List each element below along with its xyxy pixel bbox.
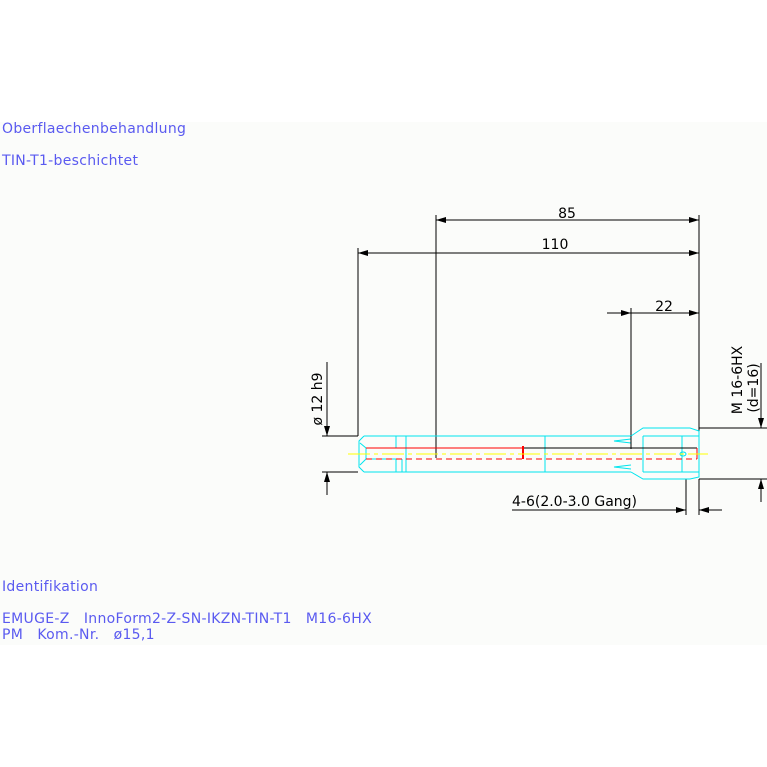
- dim-chamfer: 4-6(2.0-3.0 Gang): [512, 494, 637, 510]
- dimension-lines: [322, 215, 767, 515]
- dim-22: 22: [655, 299, 673, 315]
- dim-85: 85: [558, 206, 576, 222]
- surface-heading: Oberflaechenbehandlung: [2, 121, 187, 137]
- drawing-sheet: [0, 122, 767, 645]
- hidden-lines: [366, 436, 698, 460]
- surface-value: TIN-T1-beschichtet: [2, 153, 139, 169]
- dim-thread-d: (d=16): [746, 363, 762, 412]
- ident-line-2: PM Kom.-Nr. ø15,1: [2, 627, 155, 643]
- ident-heading: Identifikation: [2, 579, 99, 595]
- ident-line-1: EMUGE-Z InnoForm2-Z-SN-IKZN-TIN-T1 M16-6…: [2, 611, 372, 627]
- dim-thread-size: M 16-6HX: [730, 345, 746, 414]
- dim-shank-diameter: ø 12 h9: [310, 372, 326, 425]
- dim-110: 110: [542, 237, 569, 253]
